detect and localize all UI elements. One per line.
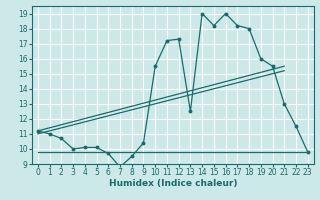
- X-axis label: Humidex (Indice chaleur): Humidex (Indice chaleur): [108, 179, 237, 188]
